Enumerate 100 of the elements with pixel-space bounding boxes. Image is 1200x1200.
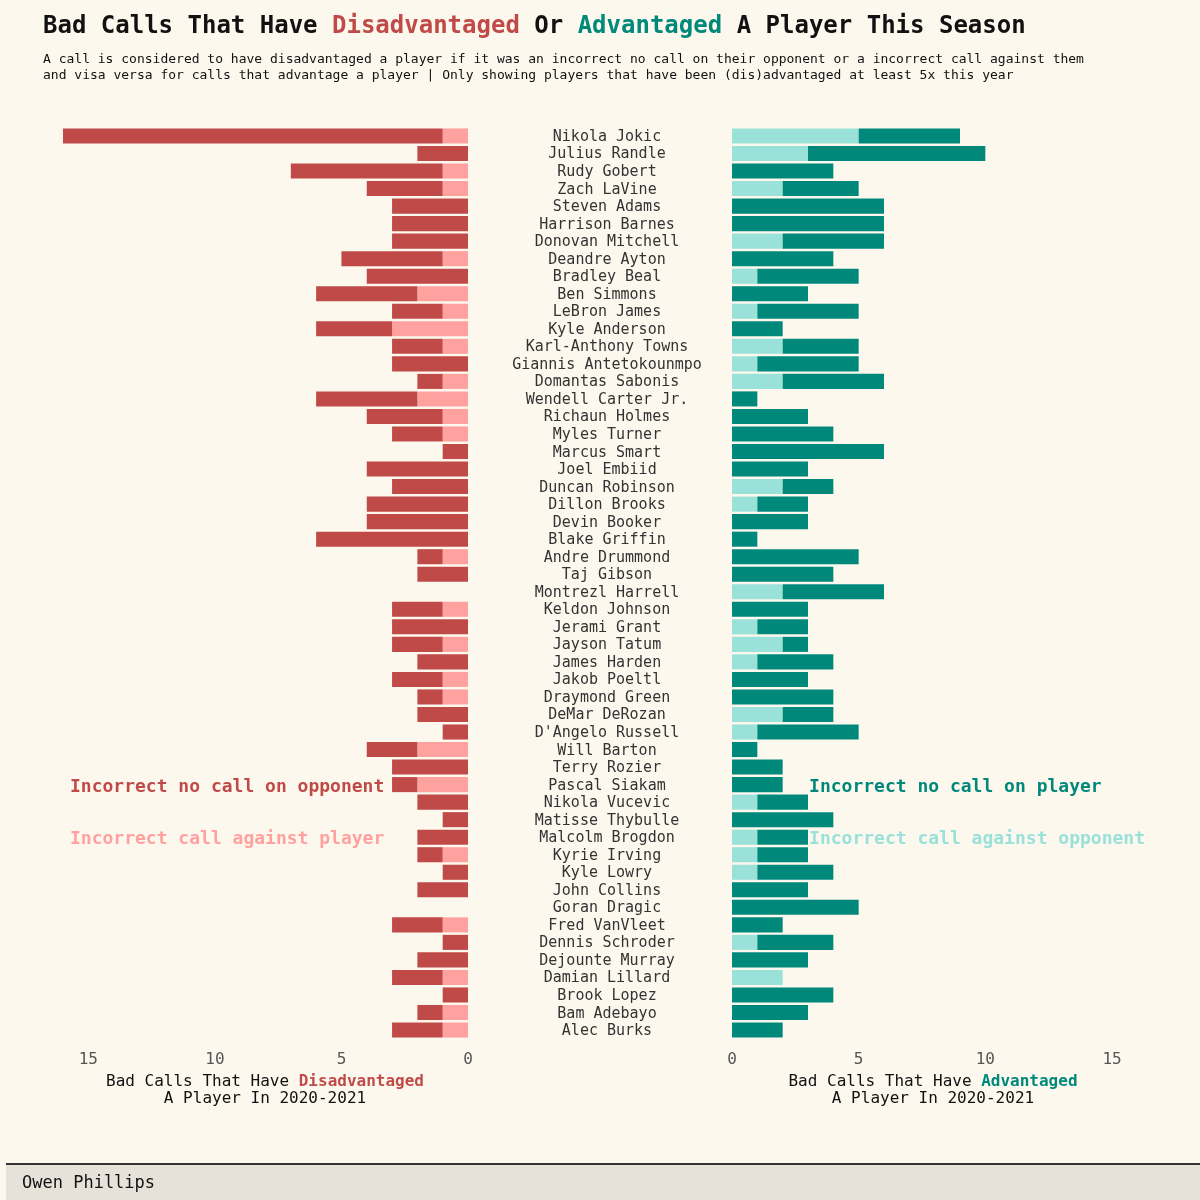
bar: [442, 549, 468, 565]
bar: [732, 268, 758, 284]
bar: [392, 233, 468, 249]
bar: [417, 549, 443, 565]
y-tick-label: Rudy Gobert: [557, 162, 657, 181]
bar: [392, 671, 443, 687]
bar: [782, 338, 859, 354]
bar: [732, 181, 783, 197]
bar: [757, 934, 834, 950]
y-tick-label: Kyrie Irving: [552, 845, 662, 864]
x-tick-label: 0: [727, 1049, 737, 1069]
bar: [732, 321, 783, 337]
bar: [442, 724, 468, 740]
bar: [732, 1022, 783, 1038]
bar: [417, 952, 468, 968]
bar: [442, 917, 468, 933]
bar: [442, 426, 468, 442]
bar: [782, 636, 808, 652]
y-tick-label: Nikola Vucevic: [543, 793, 671, 812]
bar: [442, 1022, 468, 1038]
bar: [392, 426, 443, 442]
bar: [732, 163, 834, 179]
bar: [732, 584, 783, 600]
bar: [392, 601, 443, 617]
bar: [417, 566, 468, 582]
y-tick-label: Dillon Brooks: [548, 495, 666, 514]
bar: [732, 794, 758, 810]
bar: [732, 969, 783, 985]
bar: [442, 987, 468, 1003]
bar: [290, 163, 443, 179]
bar: [858, 128, 960, 144]
bar: [417, 1004, 443, 1021]
bar: [417, 391, 468, 407]
bar: [732, 917, 783, 933]
bar: [392, 619, 468, 635]
bar: [392, 356, 468, 372]
bar: [732, 461, 808, 477]
bar: [732, 479, 783, 495]
bar: [366, 181, 443, 197]
bar: [442, 601, 468, 617]
bar: [392, 338, 443, 354]
bar: [732, 847, 758, 863]
bar: [442, 163, 468, 179]
text: Bad Calls That Have Disadvantaged A Player In 2020-2021: [106, 1071, 424, 1107]
bar: [366, 268, 468, 284]
bar: [417, 829, 468, 845]
bar: [732, 706, 783, 723]
bar: [442, 181, 468, 197]
x-tick-label: 15: [1102, 1049, 1122, 1069]
x-tick-label: 15: [78, 1049, 98, 1069]
bar: [732, 549, 859, 565]
bar: [442, 969, 468, 985]
bar: [732, 303, 758, 319]
bar: [63, 128, 443, 144]
bar: [732, 864, 758, 880]
y-tick-label: Giannis Antetokounmpo: [512, 354, 702, 373]
bar: [366, 461, 468, 477]
y-tick-label: Montrezl Harrell: [534, 582, 680, 601]
bar: [732, 373, 783, 389]
bar: [417, 689, 443, 705]
y-tick-label: Marcus Smart: [552, 442, 662, 461]
y-tick-label: Jerami Grant: [552, 617, 662, 636]
bar: [392, 479, 468, 495]
y-tick-label: Damian Lillard: [543, 968, 671, 987]
text: Incorrect call against player: [70, 826, 385, 848]
bar: [732, 619, 758, 635]
bar: [732, 426, 834, 442]
text: Incorrect call against opponent: [809, 826, 1146, 848]
bar: [732, 338, 783, 354]
x-tick-label: 5: [853, 1049, 864, 1069]
y-tick-label: Jakob Poeltl: [552, 670, 662, 689]
bar: [417, 742, 468, 758]
bar: [417, 847, 443, 863]
bar: [732, 1004, 808, 1021]
y-tick-label: Pascal Siakam: [548, 775, 666, 794]
x-tick-label: 5: [336, 1049, 347, 1069]
bar: [732, 742, 758, 758]
y-tick-label: Taj Gibson: [561, 565, 653, 584]
y-tick-label: Will Barton: [557, 740, 657, 759]
bar: [732, 496, 758, 512]
bar: [442, 408, 468, 424]
bar: [341, 251, 443, 267]
bar: [442, 373, 468, 389]
bar: [442, 671, 468, 687]
bar: [442, 934, 468, 950]
x-tick-label: 0: [463, 1049, 473, 1069]
bar: [732, 899, 859, 915]
bar: [442, 303, 468, 319]
chart-title: Bad Calls That Have Disadvantaged Or Advantaged A Player This Season: [43, 11, 1026, 39]
y-tick-label: LeBron James: [552, 302, 662, 321]
text: Bad Calls That Have Advantaged A Player In 2020-2021: [788, 1071, 1078, 1107]
bar: [732, 356, 758, 372]
bar: [442, 1004, 468, 1021]
bar: [392, 969, 443, 985]
bar: [732, 514, 808, 530]
bar: [757, 356, 859, 372]
bar: [417, 654, 468, 670]
y-tick-label: Jayson Tatum: [552, 635, 662, 654]
bar: [782, 233, 884, 249]
bar: [392, 198, 468, 214]
